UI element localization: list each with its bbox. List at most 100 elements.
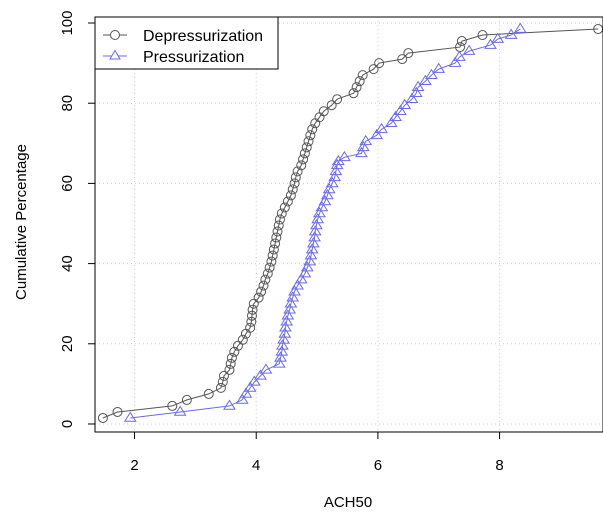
data-point-pressurization (281, 309, 295, 320)
data-point-depressurization (282, 196, 293, 207)
data-point-depressurization (245, 322, 256, 333)
data-point-pressurization (286, 291, 300, 302)
data-point-pressurization (275, 345, 289, 356)
data-point-depressurization (307, 124, 318, 135)
data-point-pressurization (359, 134, 373, 146)
data-point-pressurization (325, 176, 339, 188)
data-point-pressurization (394, 104, 407, 116)
data-point-depressurization (276, 208, 287, 219)
data-point-depressurization (225, 358, 236, 369)
data-point-depressurization (455, 42, 466, 53)
data-point-depressurization (253, 292, 264, 303)
data-point-pressurization (298, 267, 312, 278)
data-point-pressurization (308, 225, 322, 236)
data-point-depressurization (267, 250, 278, 261)
data-point-depressurization (296, 160, 307, 171)
series-line-pressurization (130, 28, 521, 419)
data-point-pressurization (272, 357, 286, 368)
series-depressurization (97, 24, 603, 423)
y-tick-label: 100 (59, 10, 76, 35)
data-point-depressurization (477, 30, 488, 41)
data-point-pressurization (123, 411, 137, 422)
y-tick-label: 40 (59, 255, 76, 272)
data-point-depressurization (181, 394, 192, 405)
data-point-pressurization (491, 32, 505, 43)
data-point-pressurization (173, 405, 187, 416)
data-point-pressurization (259, 363, 273, 374)
data-point-pressurization (453, 50, 466, 61)
data-point-pressurization (405, 92, 419, 103)
data-point-pressurization (303, 255, 317, 266)
data-point-pressurization (308, 231, 322, 242)
data-point-pressurization (398, 98, 412, 110)
data-point-depressurization (218, 370, 229, 381)
data-point-pressurization (355, 146, 368, 158)
data-point-pressurization (432, 62, 446, 73)
data-point-depressurization (287, 184, 298, 195)
data-point-pressurization (504, 28, 518, 39)
data-point-depressurization (237, 334, 248, 345)
data-point-pressurization (329, 164, 343, 176)
data-point-depressurization (357, 70, 368, 81)
data-point-pressurization (305, 243, 319, 254)
data-point-pressurization (274, 351, 287, 362)
data-point-pressurization (375, 122, 388, 134)
data-point-pressurization (315, 201, 329, 212)
data-point-depressurization (368, 64, 379, 75)
y-tick-label: 20 (59, 335, 76, 352)
series-line-depressurization (102, 28, 599, 419)
data-point-pressurization (280, 315, 294, 326)
data-point-pressurization (307, 237, 320, 248)
data-point-pressurization (484, 38, 497, 49)
data-point-depressurization (97, 412, 108, 423)
data-point-pressurization (284, 297, 298, 308)
data-point-depressurization (224, 364, 235, 375)
data-point-depressurization (273, 220, 284, 231)
plot-frame (94, 16, 603, 433)
data-point-depressurization (332, 94, 343, 105)
data-point-depressurization (326, 100, 337, 111)
data-point-depressurization (397, 54, 408, 65)
data-point-pressurization (318, 195, 332, 206)
data-point-depressurization (351, 82, 362, 93)
data-point-depressurization (264, 262, 275, 273)
grid-lines (95, 17, 603, 432)
data-point-pressurization (254, 369, 267, 380)
data-point-depressurization (248, 298, 259, 309)
data-point-depressurization (203, 388, 214, 399)
data-point-depressurization (232, 340, 243, 351)
data-point-pressurization (247, 375, 261, 386)
data-point-depressurization (217, 376, 228, 387)
data-point-depressurization (301, 142, 312, 153)
data-point-pressurization (277, 333, 291, 344)
y-tick-label: 0 (59, 420, 76, 428)
data-point-depressurization (289, 178, 300, 189)
data-point-pressurization (321, 188, 334, 200)
data-point-depressurization (403, 48, 414, 59)
data-point-depressurization (318, 106, 329, 117)
data-point-depressurization (247, 304, 258, 315)
data-point-pressurization (322, 182, 336, 194)
data-point-pressurization (411, 80, 425, 91)
data-point-depressurization (258, 280, 269, 291)
x-tick-label: 2 (130, 457, 138, 474)
legend-marker-pressurization (109, 49, 121, 60)
data-point-pressurization (425, 68, 438, 79)
x-tick-label: 8 (495, 457, 503, 474)
y-tick-label: 80 (59, 95, 76, 112)
data-point-pressurization (311, 213, 325, 224)
data-point-pressurization (389, 110, 402, 122)
data-point-depressurization (303, 136, 314, 147)
data-point-pressurization (283, 303, 297, 314)
data-point-depressurization (260, 274, 271, 285)
data-point-pressurization (288, 285, 301, 296)
data-point-depressurization (279, 202, 290, 213)
data-point-pressurization (294, 273, 308, 284)
data-point-pressurization (291, 279, 304, 290)
legend-marker-depressurization (110, 30, 120, 40)
data-point-depressurization (348, 88, 359, 99)
series-pressurization (123, 22, 527, 422)
data-point-depressurization (215, 382, 226, 393)
data-point-depressurization (285, 190, 296, 201)
